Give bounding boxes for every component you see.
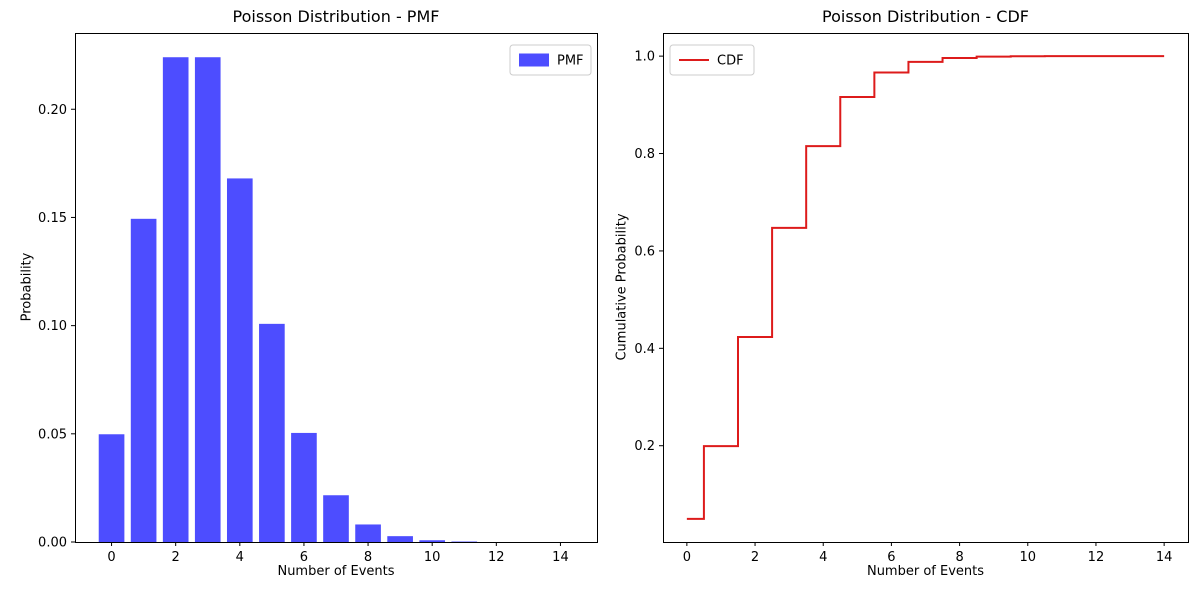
pmf-x-tick-label: 14 xyxy=(552,550,569,565)
cdf-x-axis-label: Number of Events xyxy=(866,564,985,579)
cdf-y-tick-label: 0.4 xyxy=(634,342,655,357)
pmf-title: Poisson Distribution - PMF xyxy=(232,7,440,26)
cdf-x-tick-label: 8 xyxy=(955,550,963,565)
pmf-legend-box xyxy=(509,44,592,76)
pmf-x-axis-label: Number of Events xyxy=(277,564,395,579)
cdf-x-tick-label: 0 xyxy=(683,550,691,565)
cdf-x-tick-label: 6 xyxy=(887,550,895,565)
cdf-y-axis-label: Cumulative Probability xyxy=(614,213,630,361)
pmf-x-tick-label: 10 xyxy=(424,550,441,565)
cdf-x-tick-label: 12 xyxy=(1088,550,1105,565)
cdf-legend-box xyxy=(669,44,755,76)
cdf-y-tick-label: 0.2 xyxy=(634,439,655,454)
pmf-y-tick-label: 0.10 xyxy=(38,319,67,334)
pmf-x-tick-label: 8 xyxy=(364,550,372,565)
pmf-bar xyxy=(194,57,221,542)
cdf-x-tick-label: 14 xyxy=(1156,550,1173,565)
cdf-x-tick-label: 2 xyxy=(751,550,759,565)
pmf-y-tick-label: 0.00 xyxy=(38,536,67,551)
pmf-bar xyxy=(419,540,446,542)
pmf-bar xyxy=(130,218,157,542)
cdf-title: Poisson Distribution - CDF xyxy=(822,7,1029,26)
cdf-x-tick-label: 10 xyxy=(1019,550,1036,565)
pmf-legend-label: PMF xyxy=(557,54,584,69)
cdf-y-tick-label: 0.8 xyxy=(634,147,655,162)
cdf-line xyxy=(686,55,1165,520)
cdf-legend-label: CDF xyxy=(717,54,744,69)
pmf-y-tick-label: 0.05 xyxy=(38,427,67,442)
pmf-legend-swatch xyxy=(519,53,549,67)
pmf-x-tick-label: 12 xyxy=(488,550,505,565)
pmf-bar xyxy=(387,536,413,542)
pmf-bar xyxy=(291,432,317,542)
pmf-bar xyxy=(323,495,349,542)
pmf-bar xyxy=(259,323,285,542)
pmf-y-tick-label: 0.15 xyxy=(38,211,67,226)
cdf-y-tick-label: 0.6 xyxy=(634,244,655,259)
pmf-bar xyxy=(98,434,125,542)
pmf-x-tick-label: 0 xyxy=(107,550,115,565)
pmf-bar xyxy=(162,57,189,542)
cdf-axes-spines xyxy=(663,33,1189,543)
cdf-x-tick-label: 4 xyxy=(819,550,827,565)
pmf-y-axis-label: Probability xyxy=(19,252,35,322)
pmf-x-tick-label: 6 xyxy=(300,550,308,565)
pmf-x-tick-label: 4 xyxy=(236,550,244,565)
pmf-bar xyxy=(355,524,381,542)
pmf-x-tick-label: 2 xyxy=(172,550,180,565)
pmf-bar xyxy=(226,178,253,543)
pmf-y-tick-label: 0.20 xyxy=(38,103,67,118)
pmf-axes-spines xyxy=(75,33,598,543)
cdf-y-tick-label: 1.0 xyxy=(634,50,655,65)
